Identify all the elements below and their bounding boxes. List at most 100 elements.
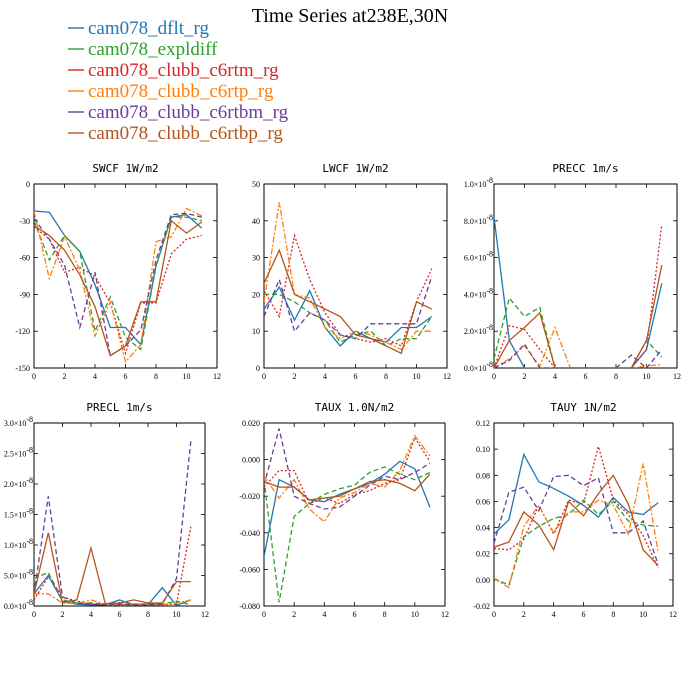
- x-tick-label: 12: [669, 610, 677, 619]
- series-line: [494, 264, 663, 368]
- x-tick-label: 8: [146, 610, 150, 619]
- series-line: [494, 474, 659, 566]
- panel: SWCF 1W/m2 0 2 4 6 8 10 12 0 -30 -60 -90 -120 -150: [15, 162, 221, 381]
- series-line: [34, 212, 202, 357]
- panel-title: TAUY 1N/m2: [550, 401, 616, 414]
- x-tick-label: 6: [582, 610, 586, 619]
- panel: TAUY 1N/m2 0 2 4 6 8 10 12 0.12 0.10 0.08 0.06 0.04 0…: [473, 401, 677, 619]
- x-tick-label: 8: [611, 610, 615, 619]
- y-tick-label: 50: [252, 180, 260, 189]
- series-line: [264, 232, 433, 347]
- series-line: [34, 219, 203, 357]
- panel: TAUX 1.0N/m2 0 2 4 6 8 10 12 0.020 0.000 -0.020 -0.…: [239, 401, 449, 619]
- series-line: [34, 210, 203, 347]
- y-tick-label: -120: [15, 327, 30, 336]
- x-tick-label: 10: [639, 610, 647, 619]
- x-tick-label: 10: [411, 610, 419, 619]
- y-tick-label: 4.0×10-8: [464, 286, 493, 299]
- x-tick-label: 4: [89, 610, 93, 619]
- series-line: [264, 434, 431, 523]
- series-line: [34, 532, 191, 605]
- y-tick-label: 0.000: [242, 456, 260, 465]
- y-tick-label: -60: [19, 254, 30, 263]
- panel: PRECC 1m/s 0 2 4 6 8 10 12 0.0×10-8 2.0×10-8 4.0×1…: [464, 162, 681, 381]
- panels: SWCF 1W/m2 0 2 4 6 8 10 12 0 -30 -60 -90 -120 -150 LWC…: [4, 162, 681, 619]
- y-tick-label: 0.00: [476, 576, 490, 585]
- series-line: [264, 473, 431, 501]
- panel-frame: [493, 183, 678, 369]
- series-line: [264, 466, 431, 603]
- y-tick-label: 1.0×10-8: [4, 537, 33, 550]
- x-tick-label: 12: [213, 372, 221, 381]
- x-tick-label: 4: [323, 372, 327, 381]
- series-line: [34, 593, 191, 606]
- x-tick-label: 4: [553, 372, 557, 381]
- y-tick-label: 0.04: [476, 524, 490, 533]
- y-tick-label: -0.02: [473, 602, 490, 611]
- y-tick-label: 20: [252, 290, 260, 299]
- y-tick-label: 6.0×10-8: [464, 250, 493, 263]
- y-tick-label: 5.0×10-8: [4, 568, 33, 581]
- panel-frame: [493, 422, 674, 607]
- series-line: [494, 224, 663, 368]
- x-tick-label: 2: [523, 372, 527, 381]
- y-tick-label: 0.06: [476, 497, 490, 506]
- series-line: [494, 217, 663, 368]
- y-tick-label: 0.0×10-8: [4, 598, 33, 611]
- series-line: [264, 460, 431, 557]
- series-line: [494, 474, 659, 565]
- y-tick-label: -90: [19, 290, 30, 299]
- x-tick-label: 12: [441, 610, 449, 619]
- x-tick-label: 12: [201, 610, 209, 619]
- y-tick-label: 10: [252, 327, 260, 336]
- x-tick-label: 10: [413, 372, 421, 381]
- x-tick-label: 0: [32, 372, 36, 381]
- x-tick-label: 0: [492, 610, 496, 619]
- y-tick-label: -30: [19, 217, 30, 226]
- y-tick-label: -0.040: [239, 529, 260, 538]
- panel: LWCF 1W/m2 0 2 4 6 8 10 12 0 10 20 30 40 50: [252, 162, 451, 381]
- y-tick-label: 30: [252, 254, 260, 263]
- panel: PRECL 1m/s 0 2 4 6 8 10 12 0.0×10-8 5.0×10-8 1.0×1…: [4, 401, 209, 619]
- x-tick-label: 10: [173, 610, 181, 619]
- series-line: [264, 248, 433, 355]
- legend-entry: cam078_dflt_rg: [88, 18, 210, 39]
- x-tick-label: 2: [522, 610, 526, 619]
- y-tick-label: 40: [252, 217, 260, 226]
- y-tick-label: -0.020: [239, 492, 260, 501]
- panel-title: PRECC 1m/s: [552, 162, 618, 175]
- x-tick-label: 8: [614, 372, 618, 381]
- y-tick-label: 0: [256, 364, 260, 373]
- series-line: [34, 226, 202, 356]
- x-tick-label: 2: [63, 372, 67, 381]
- x-tick-label: 2: [293, 372, 297, 381]
- y-tick-label: 0.12: [476, 419, 490, 428]
- figure-title: Time Series at238E,30N: [252, 5, 448, 27]
- y-tick-label: 0: [26, 180, 30, 189]
- x-tick-label: 6: [124, 372, 128, 381]
- legend-entry: cam078_clubb_c6rtbp_rg: [88, 123, 283, 144]
- x-tick-label: 10: [643, 372, 651, 381]
- series-line: [494, 499, 659, 586]
- series-line: [264, 285, 433, 347]
- x-tick-label: 6: [354, 372, 358, 381]
- y-tick-label: 0.10: [476, 445, 490, 454]
- y-tick-label: 2.0×10-8: [464, 323, 493, 336]
- y-tick-label: 3.0×10-8: [4, 415, 33, 428]
- series-line: [494, 343, 663, 368]
- y-tick-label: 1.0×10-8: [464, 176, 493, 189]
- x-tick-label: 0: [32, 610, 36, 619]
- panel-frame: [33, 422, 206, 607]
- x-tick-label: 4: [552, 610, 556, 619]
- y-tick-label: 1.5×10-8: [4, 507, 33, 520]
- y-tick-label: 0.0×10-8: [464, 360, 493, 373]
- y-tick-label: -150: [15, 364, 30, 373]
- x-tick-label: 8: [154, 372, 158, 381]
- panel-frame: [263, 422, 446, 607]
- y-tick-label: -0.080: [239, 602, 260, 611]
- y-tick-label: 0.08: [476, 471, 490, 480]
- series-line: [494, 463, 659, 589]
- x-tick-label: 4: [93, 372, 97, 381]
- panel-title: SWCF 1W/m2: [92, 162, 158, 175]
